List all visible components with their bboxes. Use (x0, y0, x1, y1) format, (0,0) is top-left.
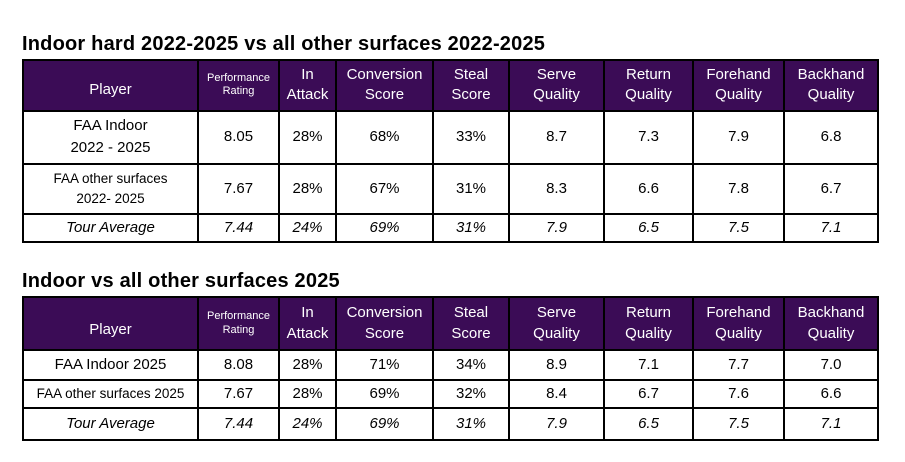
column-header-steal-score: Steal Score (432, 59, 510, 112)
table-row: FAA other surfaces 2022- 2025 7.67 28% 67% 31… (22, 162, 879, 215)
stat-value-cell: 6.7 (783, 162, 879, 215)
stat-value-cell: 8.4 (508, 379, 605, 409)
player-name-cell: FAA Indoor 2022 - 2025 (22, 109, 199, 165)
stat-value-cell: 7.3 (603, 109, 694, 165)
stat-value-cell: 28% (278, 349, 337, 381)
stat-value-cell: 7.6 (692, 379, 785, 409)
stat-value-cell: 68% (335, 109, 434, 165)
column-header-backhand-quality: Backhand Quality (783, 296, 879, 351)
stat-value-cell: 7.1 (783, 212, 879, 243)
column-header-serve-quality: Serve Quality (508, 59, 605, 112)
stat-value-cell: 7.1 (783, 407, 879, 441)
player-name-cell: FAA Indoor 2025 (22, 349, 199, 381)
table-row: Tour Average 7.44 24% 69% 31% 7.9 6.5 7.5 7.1 (22, 212, 879, 243)
stat-value-cell: 8.3 (508, 162, 605, 215)
stat-value-cell: 31% (432, 162, 510, 215)
stat-value-cell: 24% (278, 212, 337, 243)
stat-value-cell: 32% (432, 379, 510, 409)
section-indoor-hard-2022-2025: Indoor hard 2022-2025 vs all other surfa… (22, 33, 879, 243)
stat-value-cell: 7.8 (692, 162, 785, 215)
stat-value-cell: 7.7 (692, 349, 785, 381)
section-indoor-2025: Indoor vs all other surfaces 2025 Player… (22, 270, 879, 441)
stat-value-cell: 28% (278, 109, 337, 165)
column-header-backhand-quality: Backhand Quality (783, 59, 879, 112)
stat-value-cell: 6.6 (783, 379, 879, 409)
column-header-return-quality: Return Quality (603, 59, 694, 112)
stat-value-cell: 7.9 (508, 407, 605, 441)
stat-value-cell: 67% (335, 162, 434, 215)
column-header-performance-rating: Performance Rating (197, 59, 280, 112)
table-row: FAA other surfaces 2025 7.67 28% 69% 32% 8.4 6… (22, 379, 879, 409)
header-row: Player Performance Rating In Attack Conversio… (22, 59, 879, 112)
stat-value-cell: 28% (278, 162, 337, 215)
stat-value-cell: 24% (278, 407, 337, 441)
column-header-conversion-score: Conversion Score (335, 296, 434, 351)
stat-value-cell: 33% (432, 109, 510, 165)
column-header-in-attack: In Attack (278, 59, 337, 112)
column-header-performance-rating: Performance Rating (197, 296, 280, 351)
column-header-forehand-quality: Forehand Quality (692, 59, 785, 112)
stat-value-cell: 7.9 (692, 109, 785, 165)
stat-value-cell: 8.9 (508, 349, 605, 381)
column-header-steal-score: Steal Score (432, 296, 510, 351)
stats-table-indoor-hard-2022-2025: Player Performance Rating In Attack Conversio… (22, 59, 879, 243)
stats-table-indoor-2025: Player Performance Rating In Attack Conversio… (22, 296, 879, 441)
player-name-cell: FAA other surfaces 2022- 2025 (22, 162, 199, 215)
stat-value-cell: 7.1 (603, 349, 694, 381)
stat-value-cell: 7.67 (197, 162, 280, 215)
stat-value-cell: 7.5 (692, 407, 785, 441)
stat-value-cell: 6.8 (783, 109, 879, 165)
column-header-in-attack: In Attack (278, 296, 337, 351)
stat-value-cell: 31% (432, 407, 510, 441)
stat-value-cell: 8.08 (197, 349, 280, 381)
table-row: FAA Indoor 2025 8.08 28% 71% 34% 8.9 7.1 7.7 7.0 (22, 349, 879, 381)
column-header-return-quality: Return Quality (603, 296, 694, 351)
stat-value-cell: 28% (278, 379, 337, 409)
table-row: Tour Average 7.44 24% 69% 31% 7.9 6.5 7.5 7.1 (22, 407, 879, 441)
column-header-player: Player (22, 59, 199, 112)
stat-value-cell: 7.0 (783, 349, 879, 381)
stat-value-cell: 31% (432, 212, 510, 243)
column-header-serve-quality: Serve Quality (508, 296, 605, 351)
stat-value-cell: 7.44 (197, 407, 280, 441)
stat-value-cell: 6.7 (603, 379, 694, 409)
table-title-2: Indoor vs all other surfaces 2025 (22, 270, 340, 292)
stat-value-cell: 6.5 (603, 407, 694, 441)
stat-value-cell: 34% (432, 349, 510, 381)
player-name-cell: Tour Average (22, 212, 199, 243)
stat-value-cell: 69% (335, 212, 434, 243)
stat-value-cell: 69% (335, 407, 434, 441)
column-header-forehand-quality: Forehand Quality (692, 296, 785, 351)
table-row: FAA Indoor 2022 - 2025 8.05 28% 68% 33% 8.7 7.3… (22, 109, 879, 165)
stat-value-cell: 7.9 (508, 212, 605, 243)
stat-value-cell: 7.67 (197, 379, 280, 409)
header-row: Player Performance Rating In Attack Conversio… (22, 296, 879, 351)
table-title-1: Indoor hard 2022-2025 vs all other surfa… (22, 33, 546, 55)
stat-value-cell: 7.44 (197, 212, 280, 243)
column-header-conversion-score: Conversion Score (335, 59, 434, 112)
stat-value-cell: 6.5 (603, 212, 694, 243)
stat-value-cell: 7.5 (692, 212, 785, 243)
stat-value-cell: 69% (335, 379, 434, 409)
stat-value-cell: 8.05 (197, 109, 280, 165)
column-header-player: Player (22, 296, 199, 351)
player-name-cell: Tour Average (22, 407, 199, 441)
stat-value-cell: 6.6 (603, 162, 694, 215)
stat-value-cell: 8.7 (508, 109, 605, 165)
stat-value-cell: 71% (335, 349, 434, 381)
player-name-cell: FAA other surfaces 2025 (22, 379, 199, 409)
